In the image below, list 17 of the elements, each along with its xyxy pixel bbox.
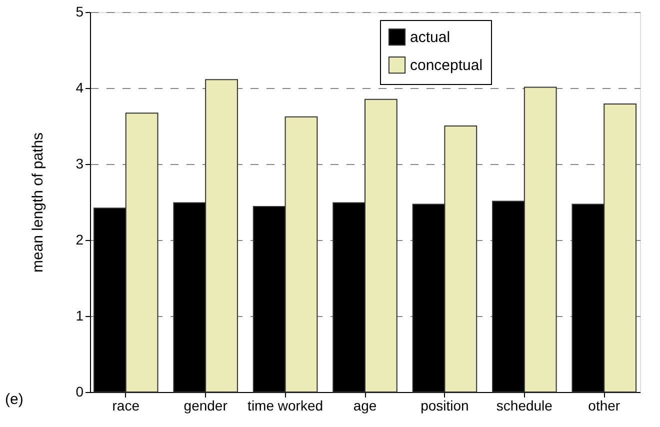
x-tick-label: race: [112, 398, 140, 414]
x-tick-label: schedule: [496, 398, 553, 414]
x-tick-label: position: [420, 398, 469, 414]
y-tick-label: 1: [76, 308, 84, 324]
y-tick-label: 5: [76, 4, 84, 20]
text: (e): [5, 391, 24, 408]
x-tick-label: other: [588, 398, 620, 414]
legend-label: actual: [410, 29, 450, 46]
y-tick-label: 3: [76, 156, 84, 172]
y-tick-label: 0: [76, 384, 84, 400]
x-tick-label: age: [353, 398, 377, 414]
x-tick-label: time worked: [248, 398, 324, 414]
legend-label: conceptual: [410, 57, 483, 74]
y-tick-label: 2: [76, 232, 84, 248]
x-tick-label: gender: [184, 398, 228, 414]
y-axis-title: mean length of paths: [30, 132, 47, 273]
y-tick-label: 4: [76, 80, 84, 96]
